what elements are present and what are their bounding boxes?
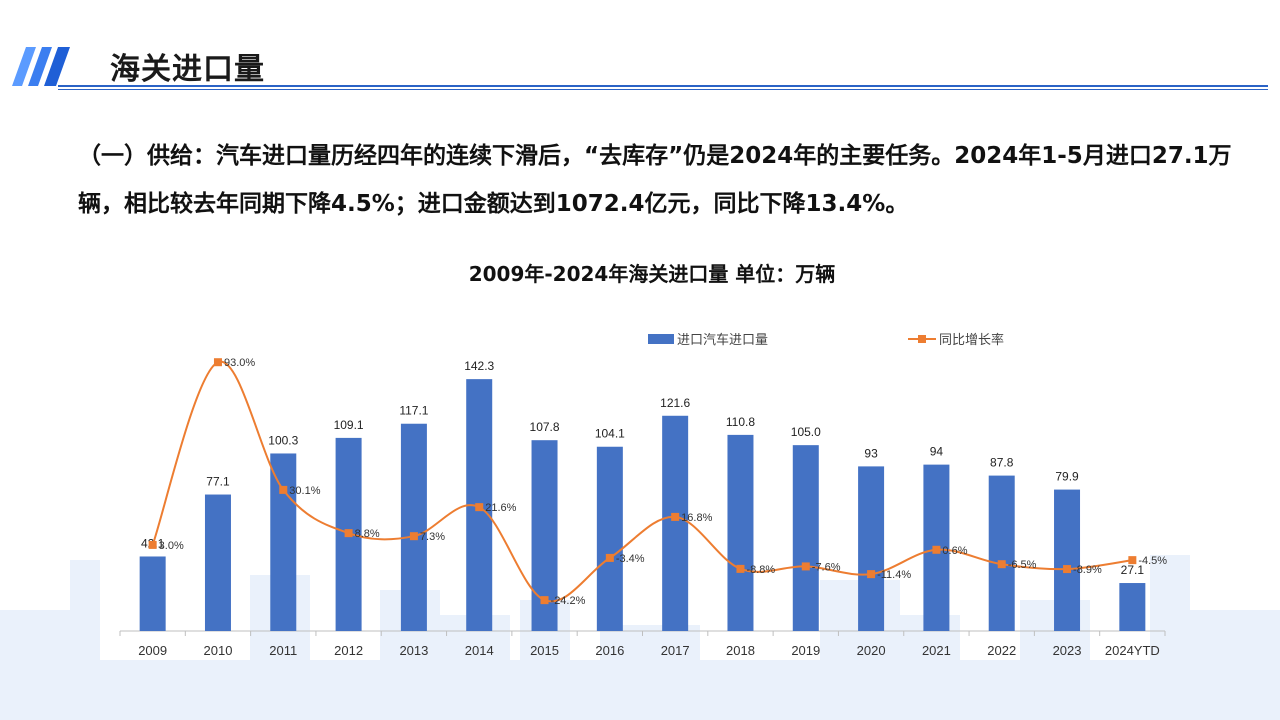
growth-rate-line [151,360,1133,603]
x-tick-label: 2012 [334,643,363,658]
bar-2011 [270,453,297,631]
header-stripes-icon [12,47,70,86]
x-tick-label: 2017 [661,643,690,658]
bar-label: 87.8 [990,456,1014,470]
x-tick-label: 2018 [726,643,755,658]
bar-label: 110.8 [726,415,755,429]
chart-title: 2009年-2024年海关进口量 单位：万辆 [468,262,836,286]
bar-2018 [727,434,754,631]
bar-label: 27.1 [1121,563,1145,577]
bar-2022 [988,475,1015,631]
legend-line-marker [918,335,926,343]
bar-2023 [1054,489,1081,631]
bar-2017 [662,415,689,631]
bar-label: 94 [930,445,944,459]
growth-label: 7.3% [420,531,445,543]
x-tick-label: 2023 [1053,643,1082,658]
growth-point-2010 [213,358,222,367]
growth-point-2019 [801,562,810,571]
growth-label: 3.0% [159,540,184,552]
growth-point-2024YTD [1128,556,1137,565]
growth-point-2009 [148,540,157,549]
page-title: 海关进口量 [110,52,265,87]
x-tick-label: 2019 [791,643,820,658]
growth-label: -7.6% [812,561,841,573]
bar-label: 100.3 [268,433,298,447]
growth-point-2022 [997,560,1006,569]
bar-2010 [204,494,231,631]
bar-label: 93 [864,446,878,460]
x-tick-label: 2020 [857,643,886,658]
x-tick-label: 2015 [530,643,559,658]
growth-point-2013 [409,532,418,541]
bar-2024YTD [1119,583,1146,631]
bar-label: 77.1 [206,475,230,489]
bar-2009 [139,556,166,631]
legend-line-label: 同比增长率 [939,332,1004,347]
bar-2016 [596,446,623,631]
bar-2013 [400,423,427,631]
bar-2020 [858,466,885,631]
growth-label: 0.6% [942,545,967,557]
bar-label: 117.1 [399,404,428,418]
growth-point-2014 [475,503,484,512]
x-tick-label: 2009 [138,643,167,658]
growth-label: -11.4% [877,569,911,581]
bar-label: 107.8 [530,420,560,434]
header-divider [58,85,1268,87]
x-tick-label: 2022 [987,643,1016,658]
bar-label: 105.0 [791,425,821,439]
growth-label: -3.4% [616,553,645,565]
growth-label: -6.5% [1008,559,1037,571]
growth-point-2020 [867,570,876,579]
growth-label: -4.5% [1138,555,1167,567]
growth-point-2016 [605,553,614,562]
growth-label: -24.2% [551,595,586,607]
growth-point-2021 [932,545,941,554]
bar-2019 [792,445,819,631]
bar-label: 79.9 [1055,470,1079,484]
growth-point-2023 [1063,565,1072,574]
x-tick-label: 2016 [595,643,624,658]
growth-label: 8.8% [355,528,380,540]
x-tick-label: 2024YTD [1105,643,1160,658]
legend-bar-label: 进口汽车进口量 [677,332,768,347]
growth-point-2015 [540,596,549,605]
summary-paragraph: （一）供给：汽车进口量历经四年的连续下滑后，“去库存”仍是2024年的主要任务。… [78,143,1232,217]
x-tick-label: 2013 [399,643,428,658]
legend-bar-swatch [648,334,674,344]
x-tick-label: 2011 [269,643,297,658]
growth-label: 21.6% [485,502,516,514]
growth-point-2012 [344,529,353,538]
x-tick-label: 2021 [922,643,951,658]
growth-label: 16.8% [681,512,712,524]
growth-label: -8.8% [746,564,775,576]
bar-label: 104.1 [595,427,625,441]
x-tick-label: 2010 [204,643,233,658]
growth-point-2018 [736,564,745,573]
bar-label: 109.1 [334,418,364,432]
bar-label: 142.3 [464,359,494,373]
bar-label: 121.6 [660,396,690,410]
growth-point-2011 [279,485,288,494]
growth-label: 93.0% [224,357,255,369]
header-divider-thin [58,89,1268,90]
growth-label: -8.9% [1073,564,1102,576]
x-tick-label: 2014 [465,643,494,658]
growth-label: 30.1% [289,485,320,497]
growth-point-2017 [671,512,680,521]
